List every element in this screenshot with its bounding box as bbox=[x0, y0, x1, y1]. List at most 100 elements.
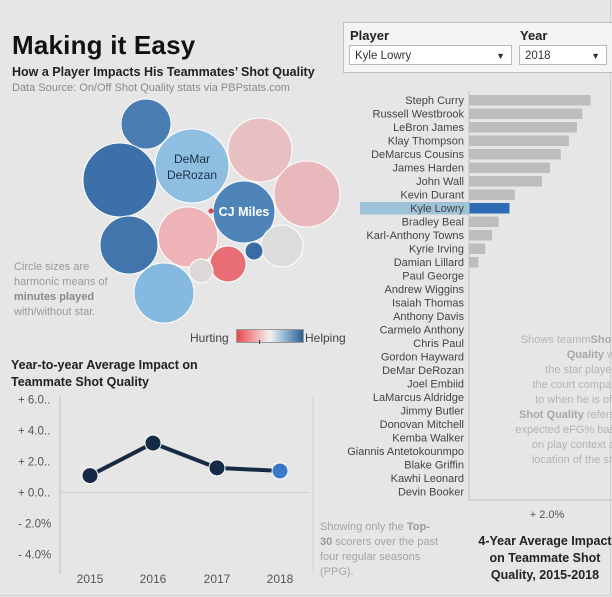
bubble-size-note: Circle sizes are harmonic means of minut… bbox=[14, 261, 108, 318]
impact-bar[interactable] bbox=[469, 189, 515, 201]
explainer-line: the court compar bbox=[532, 379, 612, 391]
player-label[interactable]: Chris Paul bbox=[413, 338, 464, 350]
year-filter-label: Year bbox=[520, 28, 548, 43]
player-label[interactable]: Karl-Anthony Towns bbox=[366, 230, 464, 242]
player-label[interactable]: Donovan Mitchell bbox=[380, 419, 464, 431]
player-label[interactable]: Kawhi Leonard bbox=[391, 473, 464, 485]
shot-quality-explainer: Shows teammShot Quality w the star player… bbox=[505, 333, 612, 468]
player-label[interactable]: Andrew Wiggins bbox=[385, 284, 465, 296]
impact-bar[interactable] bbox=[469, 216, 499, 228]
teammate-bubble[interactable] bbox=[82, 142, 158, 218]
y-tick-label: + 2.0.. bbox=[18, 457, 50, 469]
player-label[interactable]: Steph Curry bbox=[405, 95, 464, 107]
year-point[interactable] bbox=[208, 459, 226, 477]
page-title: Making it Easy bbox=[12, 30, 196, 60]
player-select[interactable]: Kyle Lowry ▼ bbox=[349, 45, 512, 65]
explainer-line: the star player bbox=[545, 364, 612, 376]
y-tick-label: - 2.0% bbox=[18, 519, 51, 531]
bubble-marker bbox=[208, 208, 214, 214]
player-label[interactable]: John Wall bbox=[416, 176, 464, 188]
player-select-value: Kyle Lowry bbox=[355, 50, 412, 62]
impact-bar[interactable] bbox=[469, 149, 561, 160]
player-label[interactable]: Anthony Davis bbox=[393, 311, 464, 323]
impact-bar[interactable] bbox=[469, 203, 510, 214]
impact-bar[interactable] bbox=[469, 122, 577, 133]
teammate-bubble[interactable] bbox=[157, 206, 219, 268]
player-label[interactable]: Damian Lillard bbox=[394, 257, 464, 269]
player-label[interactable]: DeMarcus Cousins bbox=[371, 149, 464, 161]
bubble-label: DeMar bbox=[174, 152, 210, 166]
player-label[interactable]: Jimmy Butler bbox=[400, 406, 464, 418]
player-label[interactable]: Carmelo Anthony bbox=[380, 325, 465, 337]
chevron-down-icon: ▼ bbox=[496, 51, 505, 61]
player-label[interactable]: Bradley Beal bbox=[402, 217, 464, 229]
teammate-bubble[interactable] bbox=[154, 128, 230, 204]
teammate-bubble[interactable] bbox=[99, 215, 159, 275]
line-chart-title: Year-to-year Average Impact on Teammate … bbox=[11, 358, 198, 389]
year-impact-line-chart: + 6.0.. + 4.0.. + 2.0.. + 0.0.. - 2.0% - 4.0%… bbox=[18, 395, 314, 586]
teammate-bubble[interactable] bbox=[227, 117, 293, 183]
highlight-row bbox=[360, 202, 470, 215]
bar-chart-title: 4-Year Average Impact on Teammate Shot Q… bbox=[478, 534, 612, 582]
impact-bar[interactable] bbox=[469, 176, 542, 187]
explainer-line: on play context a bbox=[531, 439, 612, 451]
impact-bar[interactable] bbox=[469, 230, 492, 241]
player-label[interactable]: Klay Thompson bbox=[388, 136, 464, 148]
player-label[interactable]: Kevin Durant bbox=[400, 190, 464, 202]
teammate-bubble[interactable] bbox=[244, 241, 264, 261]
y-tick-label: + 4.0.. bbox=[18, 426, 50, 438]
x-tick-label: 2015 bbox=[77, 572, 104, 586]
player-label[interactable]: Kyle Lowry bbox=[410, 203, 464, 215]
player-label[interactable]: Kyrie Irving bbox=[409, 244, 464, 256]
bubble-label: CJ Miles bbox=[219, 205, 270, 219]
data-source-note: Data Source: On/Off Shot Quality stats v… bbox=[12, 82, 290, 94]
year-point[interactable] bbox=[271, 462, 289, 480]
y-tick-label: + 0.0.. bbox=[18, 488, 50, 500]
explainer-line: Shows teammShot Quality w bbox=[520, 334, 612, 361]
impact-bar[interactable] bbox=[469, 162, 550, 174]
teammate-bubble[interactable] bbox=[188, 258, 214, 284]
year-point[interactable] bbox=[81, 467, 99, 485]
player-label[interactable]: DeMar DeRozan bbox=[382, 365, 464, 377]
player-label[interactable]: Giannis Antetokounmpo bbox=[347, 446, 464, 458]
teammate-bubble[interactable] bbox=[260, 224, 304, 268]
x-tick-label: 2018 bbox=[267, 572, 294, 586]
teammate-bubble[interactable] bbox=[133, 262, 195, 324]
impact-bar[interactable] bbox=[469, 108, 583, 120]
impact-bar[interactable] bbox=[469, 135, 569, 147]
impact-bar[interactable] bbox=[469, 95, 591, 106]
explainer-line: location of the sh bbox=[531, 454, 612, 466]
teammate-bubble[interactable] bbox=[120, 98, 172, 150]
player-label[interactable]: Blake Griffin bbox=[404, 460, 464, 472]
teammate-bubble[interactable] bbox=[209, 245, 247, 283]
x-tick-label: 2016 bbox=[140, 572, 167, 586]
player-label[interactable]: LeBron James bbox=[393, 122, 464, 134]
year-select[interactable]: 2018 ▼ bbox=[519, 45, 607, 65]
x-tick-label: 2017 bbox=[204, 572, 231, 586]
impact-bar[interactable] bbox=[469, 257, 479, 268]
legend-helping-label: Helping bbox=[305, 331, 346, 345]
player-label[interactable]: Paul George bbox=[402, 271, 464, 283]
player-label[interactable]: LaMarcus Aldridge bbox=[373, 392, 464, 404]
player-label[interactable]: Isaiah Thomas bbox=[392, 298, 464, 310]
bubble-label: DeRozan bbox=[167, 168, 217, 182]
player-label[interactable]: Gordon Hayward bbox=[381, 352, 464, 364]
legend-hurting-label: Hurting bbox=[190, 331, 229, 345]
filter-panel: Player Kyle Lowry ▼ Year 2018 ▼ bbox=[343, 22, 612, 73]
teammate-bubble[interactable] bbox=[273, 160, 341, 228]
player-label[interactable]: James Harden bbox=[392, 163, 464, 175]
player-filter-label: Player bbox=[350, 28, 390, 43]
player-label[interactable]: Kemba Walker bbox=[392, 433, 464, 445]
player-label[interactable]: Russell Westbrook bbox=[373, 109, 465, 121]
chevron-down-icon: ▼ bbox=[591, 51, 600, 61]
player-label[interactable]: Devin Booker bbox=[398, 487, 464, 499]
impact-line bbox=[89, 441, 281, 478]
color-legend-gradient bbox=[236, 329, 304, 343]
impact-bar[interactable] bbox=[469, 243, 486, 255]
player-label[interactable]: Joel Embiid bbox=[407, 379, 464, 391]
teammate-bubble-chart: DeMar DeRozan CJ Miles bbox=[82, 98, 341, 324]
year-point[interactable] bbox=[144, 434, 162, 452]
explainer-line: Shot Quality refers bbox=[519, 409, 612, 421]
